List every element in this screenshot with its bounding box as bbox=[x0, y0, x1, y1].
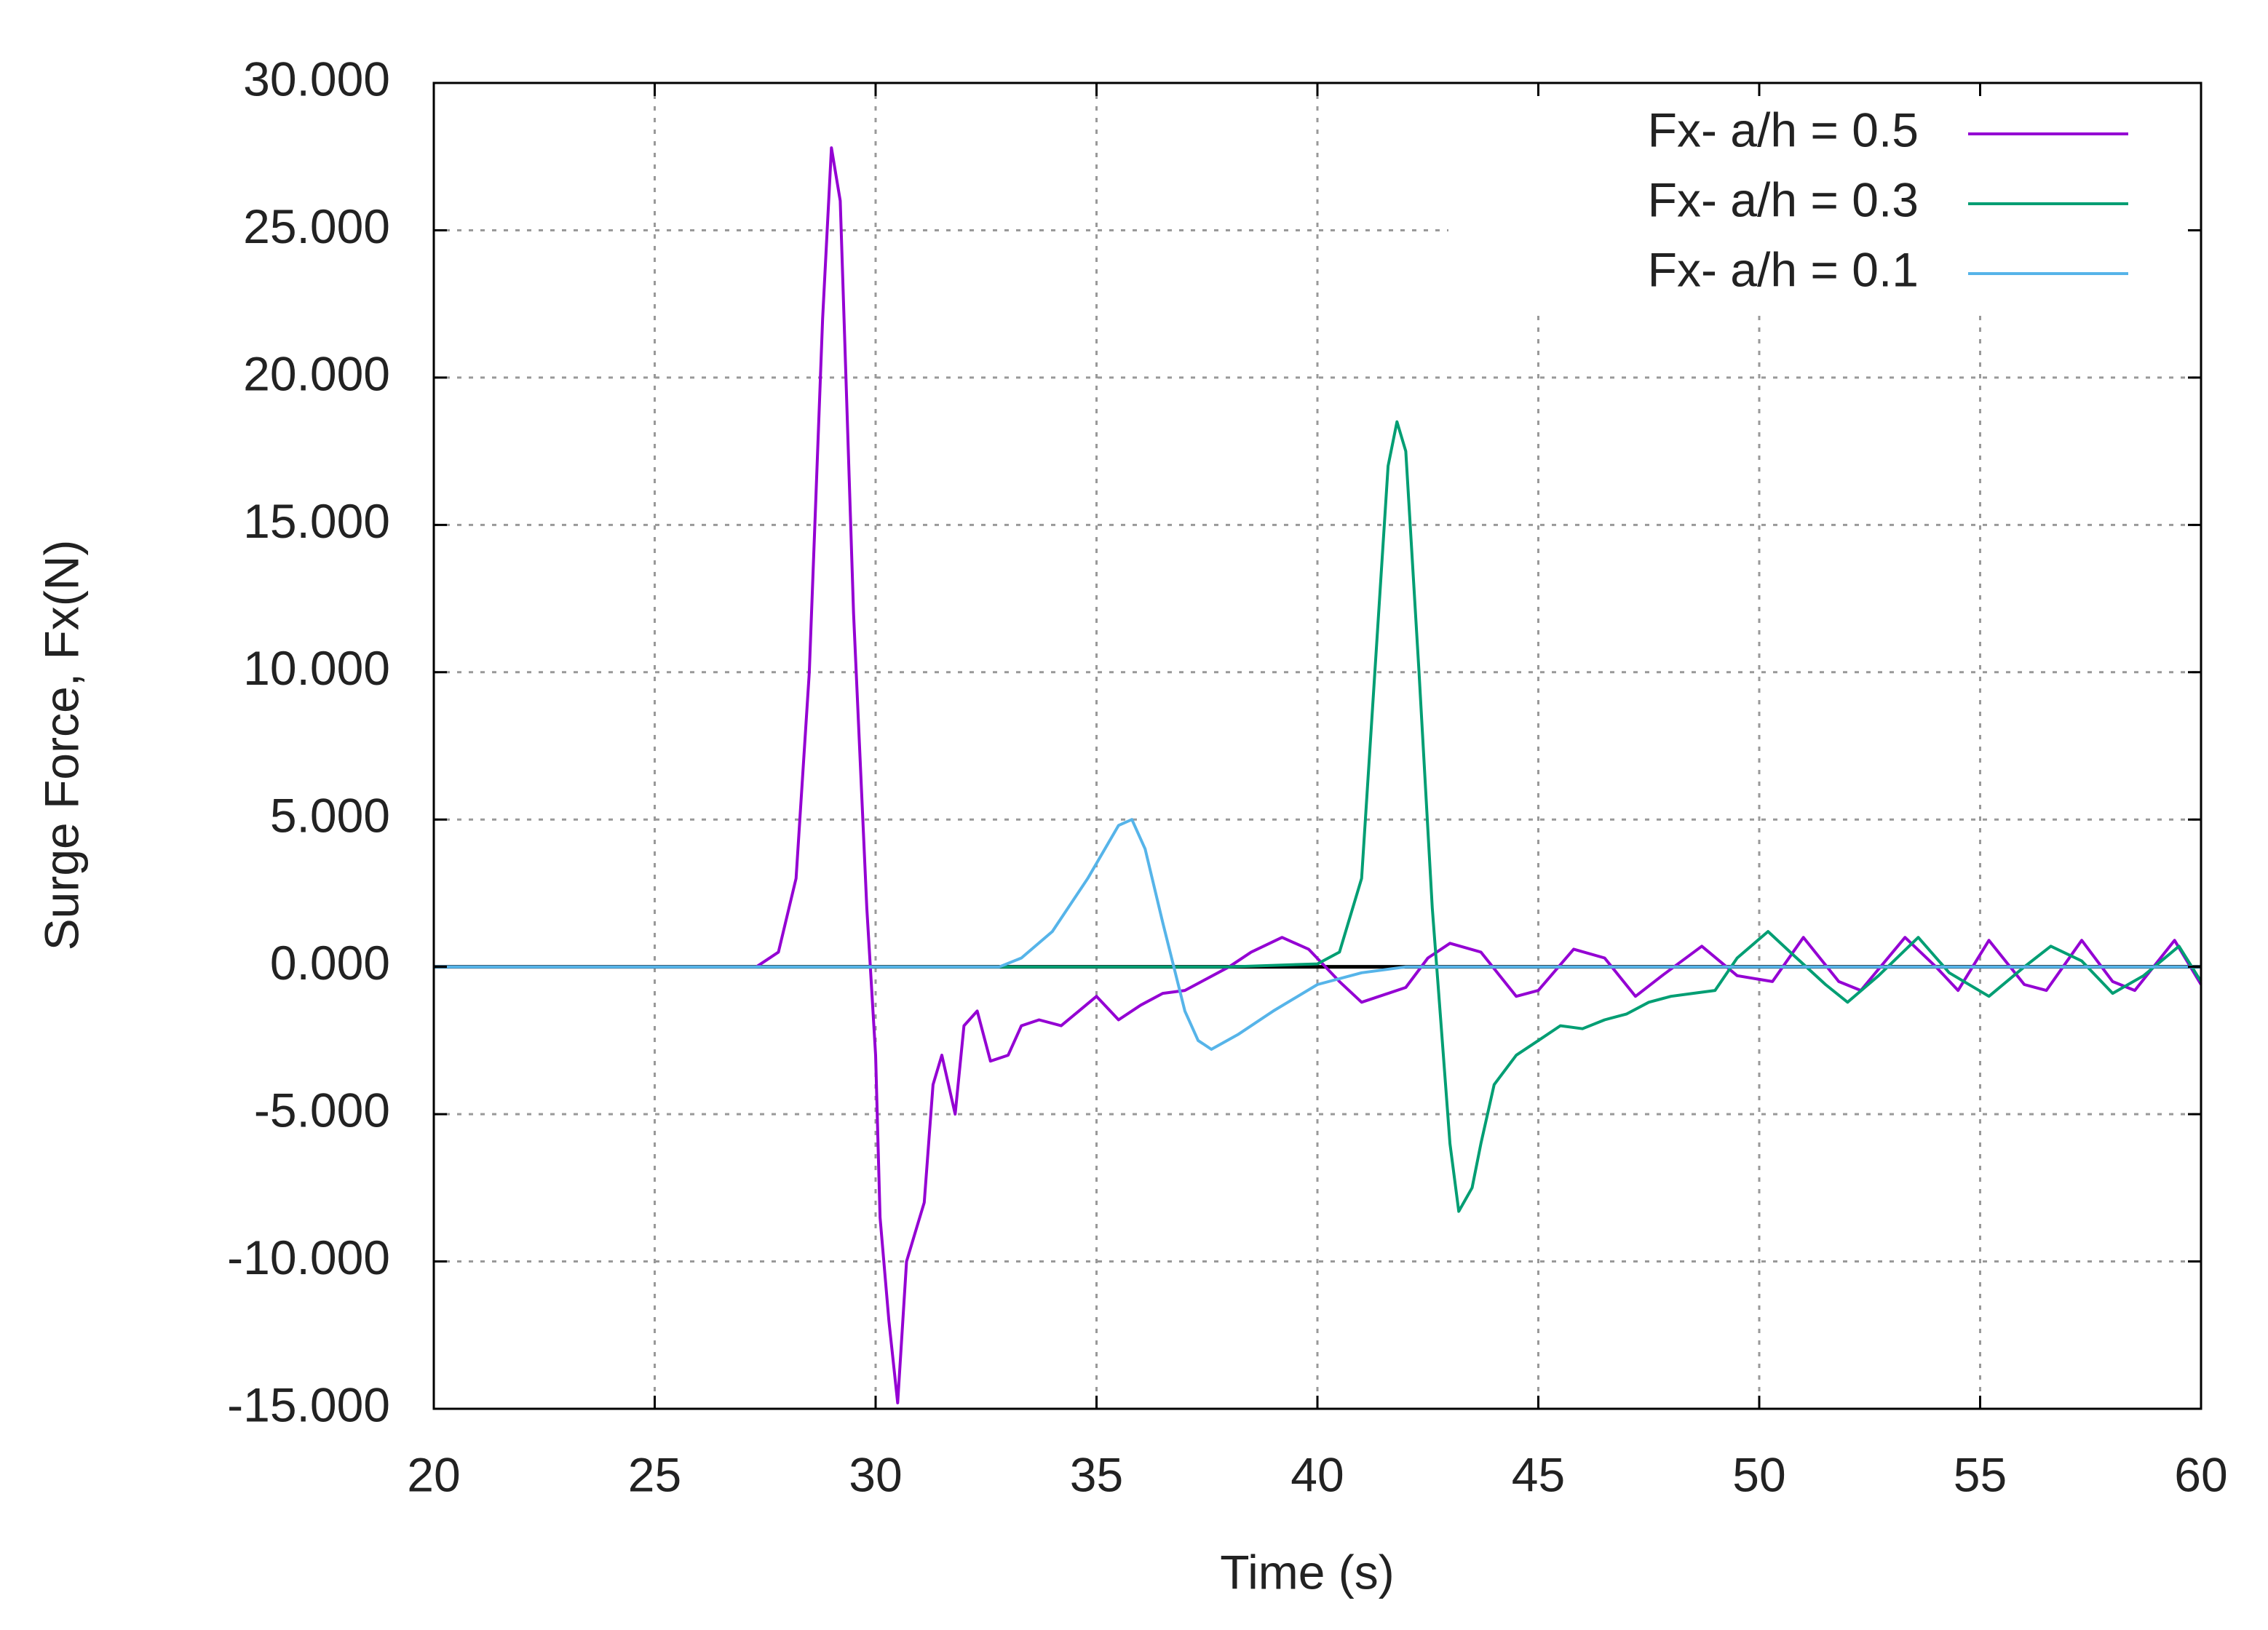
x-tick-label: 30 bbox=[849, 1447, 902, 1501]
series-line bbox=[434, 818, 2201, 1051]
legend-label: Fx- a/h = 0.1 bbox=[1648, 242, 1919, 296]
x-tick-label: 50 bbox=[1732, 1447, 1785, 1501]
y-tick-label: 15.000 bbox=[243, 494, 390, 548]
y-tick-label: 10.000 bbox=[243, 641, 390, 695]
x-tick-label: 60 bbox=[2174, 1447, 2227, 1501]
y-tick-label: 25.000 bbox=[243, 199, 390, 253]
y-tick-label: -5.000 bbox=[254, 1084, 390, 1137]
legend: Fx- a/h = 0.5 Fx- a/h = 0.3 Fx- a/h = 0.1 bbox=[1448, 84, 2200, 310]
x-tick-label: 20 bbox=[407, 1447, 460, 1501]
plot-frame bbox=[432, 82, 2202, 1410]
y-tick-label: 5.000 bbox=[270, 789, 390, 843]
y-tick-label: 20.000 bbox=[243, 346, 390, 400]
y-axis-title: Surge Force, Fx(N) bbox=[34, 540, 88, 951]
x-tick-label: 35 bbox=[1070, 1447, 1123, 1501]
legend-label: Fx- a/h = 0.3 bbox=[1648, 172, 1919, 226]
y-tick-label: -15.000 bbox=[227, 1377, 390, 1431]
y-tick-label: 30.000 bbox=[243, 52, 390, 106]
x-axis-title: Time (s) bbox=[1220, 1545, 1395, 1599]
y-tick-label: -10.000 bbox=[227, 1231, 390, 1284]
x-tick-label: 45 bbox=[1512, 1447, 1565, 1501]
x-tick-label: 25 bbox=[628, 1447, 681, 1501]
y-tick-label: 0.000 bbox=[270, 936, 390, 990]
axes: -15.000 -10.000 -5.000 0.000 5.000 10.000 15.0… bbox=[227, 52, 2228, 1501]
x-tick-label: 40 bbox=[1290, 1447, 1344, 1501]
series-line bbox=[434, 420, 2202, 1213]
plot-lines bbox=[434, 146, 2202, 1404]
legend-label: Fx- a/h = 0.5 bbox=[1648, 103, 1919, 156]
x-tick-label: 55 bbox=[1954, 1447, 2007, 1501]
